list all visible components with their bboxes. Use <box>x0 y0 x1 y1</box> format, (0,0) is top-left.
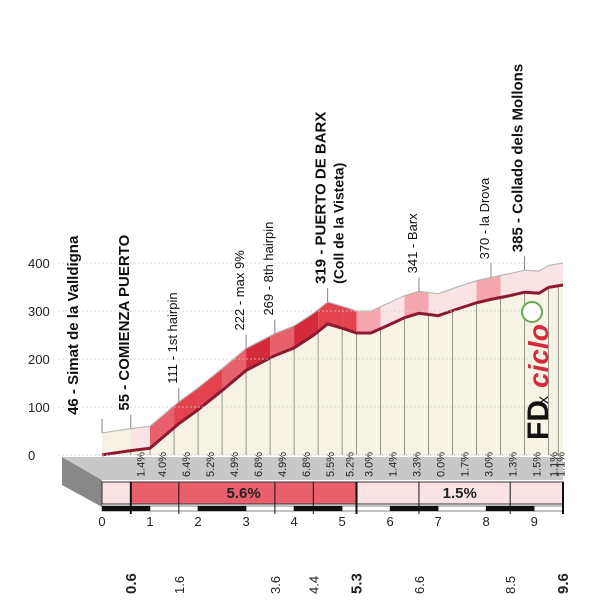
grade-band <box>548 263 559 288</box>
km-scale-cell <box>101 505 151 512</box>
distance-label: 6.6 <box>412 576 427 594</box>
km-scale-cell <box>245 505 295 512</box>
point-label: 341 - Barx <box>405 213 420 273</box>
logo-web-badge <box>521 301 543 323</box>
grade-label: 4.9% <box>229 452 241 477</box>
grade-band <box>524 265 549 293</box>
km-scale-cell <box>341 505 391 512</box>
km-tick-label: 3 <box>242 514 249 529</box>
ground-top-face <box>62 457 563 480</box>
grade-band <box>356 306 381 333</box>
grade-label: 5.2% <box>205 452 217 477</box>
grade-label: 6.8% <box>253 452 265 477</box>
km-tick-label: 8 <box>483 514 490 529</box>
grade-label: 3.3% <box>412 452 424 477</box>
y-tick-label: 300 <box>28 304 50 319</box>
point-labels: 46 - Simat de la Valldigna 55 - COMIENZA … <box>65 64 527 433</box>
grade-label: 5.2% <box>344 452 356 477</box>
distance-label: 3.6 <box>268 576 283 594</box>
grade-band <box>246 336 271 371</box>
summary-bar: 5.6% 1.5% 0 1 2 3 4 5 6 7 8 9 <box>98 481 564 529</box>
grade-band <box>476 275 501 303</box>
summary-lead-cell <box>101 481 132 505</box>
logo-ciclo-text: ciclo <box>523 324 554 388</box>
distance-label: 9.6 <box>555 573 572 594</box>
km-tick-label: 0 <box>98 514 105 529</box>
grade-label: 1.4% <box>135 452 147 477</box>
km-scale-cell <box>197 505 247 512</box>
grade-band <box>150 405 175 449</box>
km-scale-cell <box>437 505 487 512</box>
km-scale-cell <box>293 505 343 512</box>
grade-label: 6.4% <box>181 452 193 477</box>
point-label: 319 - PUERTO DE BARX <box>313 112 330 284</box>
grade-band <box>198 368 223 410</box>
ground-left-face <box>62 457 102 507</box>
grade-band <box>130 426 151 451</box>
km-scale-cell <box>389 505 439 512</box>
ground-block <box>62 457 563 507</box>
grade-label: 1.1% <box>548 452 560 477</box>
grade-label: 6.8% <box>301 452 313 477</box>
axis: 400 300 200 100 0 <box>28 256 530 463</box>
km-tick-label: 9 <box>531 514 538 529</box>
grade-label: 0.0% <box>436 452 448 477</box>
point-label: 385 - Collado dels Mollons <box>510 64 527 252</box>
km-tick-label: 2 <box>194 514 201 529</box>
summary-grade-label: 1.5% <box>443 485 477 502</box>
grade-label: 1.1% <box>556 452 568 477</box>
km-tick-label: 1 <box>146 514 153 529</box>
logo: FD x ciclo <box>521 301 555 440</box>
y-tick-label: 400 <box>28 256 50 271</box>
logo-x-text: x <box>535 396 552 404</box>
summary-grade-label: 5.6% <box>227 485 261 502</box>
grade-labels: 1.4% 4.0% 6.4% 5.2% 4.9% 6.8% 4.9% 6.8% 5.5% 5.2%… <box>135 452 567 477</box>
grade-label: 1.4% <box>388 452 400 477</box>
point-label: 55 - COMIENZA PUERTO <box>116 234 133 410</box>
km-scale-cell <box>149 505 199 512</box>
grade-band <box>318 302 343 332</box>
y-tick-label: 0 <box>28 448 35 463</box>
point-sub-label: (Coll de la Visteta) <box>331 163 347 284</box>
distance-label: 5.3 <box>349 573 366 594</box>
distance-label: 8.5 <box>503 576 518 594</box>
distance-label: 1.6 <box>172 576 187 594</box>
distance-labels: 0.6 1.6 3.6 4.4 5.3 6.6 8.5 9.6 <box>123 482 572 594</box>
y-tick-label: 100 <box>28 400 50 415</box>
km-tick-label: 5 <box>338 514 345 529</box>
grade-label: 4.0% <box>157 452 169 477</box>
grade-label: 1.7% <box>460 452 472 477</box>
distance-label: 4.4 <box>306 576 321 594</box>
grade-label: 3.0% <box>484 452 496 477</box>
point-label: 370 - la Drova <box>477 177 492 259</box>
y-tick-label: 200 <box>28 352 50 367</box>
grade-label: 4.9% <box>277 452 289 477</box>
grade-band <box>500 270 525 298</box>
grade-label: 5.5% <box>325 452 337 477</box>
grade-band <box>342 306 357 333</box>
grade-band <box>174 387 199 428</box>
point-label: 46 - Simat de la Valldigna <box>65 235 82 415</box>
km-tick-label: 4 <box>290 514 297 529</box>
km-tick-label: 7 <box>435 514 442 529</box>
grade-label: 3.0% <box>364 452 376 477</box>
logo-fd-text: FD <box>522 400 555 440</box>
grade-band <box>294 309 319 348</box>
km-tick-label: 6 <box>387 514 394 529</box>
grade-band <box>222 348 247 391</box>
grade-label: 1.3% <box>508 452 520 477</box>
grade-band <box>428 288 453 316</box>
km-scale-cell <box>533 505 564 512</box>
distance-label: 0.6 <box>123 573 140 594</box>
grade-label: 1.5% <box>532 452 544 477</box>
point-label: 269 - 8th hairpin <box>261 222 276 316</box>
point-label: 111 - 1st hairpin <box>165 292 180 383</box>
point-label: 222 - max 9% <box>232 250 247 331</box>
grade-band <box>558 263 563 286</box>
